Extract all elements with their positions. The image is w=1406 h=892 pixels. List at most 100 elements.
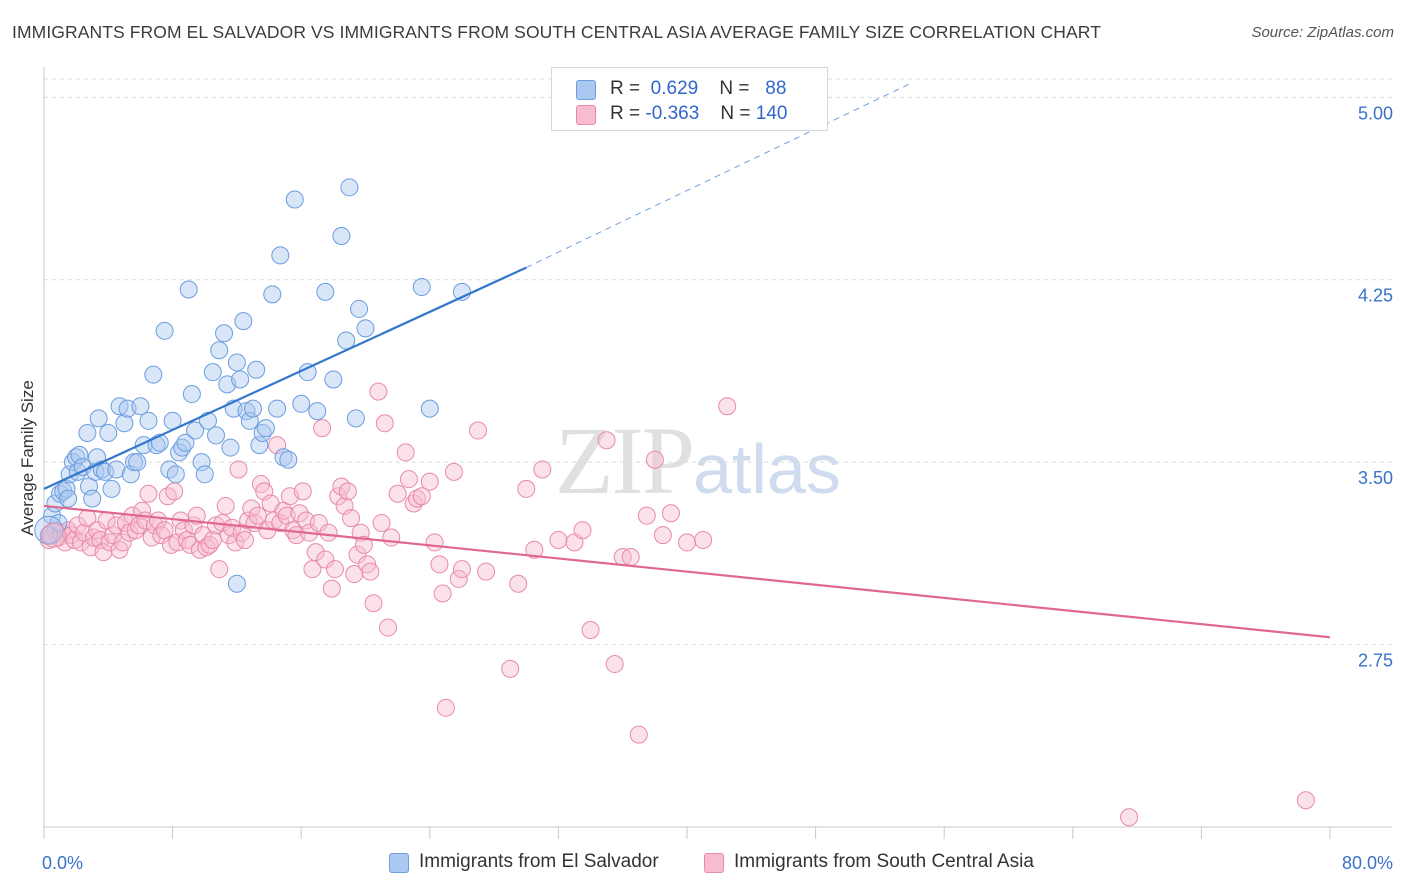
trend-lines (43, 82, 1331, 639)
point-south-central-asia (194, 526, 213, 545)
point-south-central-asia (248, 506, 267, 525)
point-south-central-asia (319, 523, 338, 542)
point-south-central-asia (407, 489, 426, 508)
point-el-salvador (128, 453, 147, 472)
point-el-salvador (350, 299, 369, 318)
y-tick-label: 4.25 (1358, 286, 1393, 306)
point-el-salvador (182, 385, 201, 404)
point-south-central-asia (338, 482, 357, 501)
point-south-central-asia (242, 499, 261, 518)
point-el-salvador (346, 409, 365, 428)
point-el-salvador (271, 246, 290, 265)
point-el-salvador (170, 443, 189, 462)
x-tick-label: 80.0% (1342, 853, 1393, 873)
legend-text-south-central-asia: R = -0.363 N = 140 (610, 103, 787, 125)
point-el-salvador (215, 324, 234, 343)
point-south-central-asia (113, 533, 132, 552)
bottom-legend-label-el-salvador: Immigrants from El Salvador (419, 851, 659, 872)
point-el-salvador (179, 280, 198, 299)
point-el-salvador (274, 448, 293, 467)
point-south-central-asia (306, 543, 325, 562)
point-south-central-asia (235, 530, 254, 549)
point-south-central-asia (533, 460, 552, 479)
point-south-central-asia (229, 460, 248, 479)
point-south-central-asia (388, 484, 407, 503)
point-south-central-asia (430, 555, 449, 574)
point-south-central-asia (605, 655, 624, 674)
point-south-central-asia (200, 535, 219, 554)
source-label: Source: ZipAtlas.com (1251, 24, 1394, 41)
point-south-central-asia (452, 560, 471, 579)
point-south-central-asia (678, 533, 696, 552)
point-south-central-asia (645, 450, 664, 469)
point-el-salvador (176, 433, 195, 452)
point-el-salvador (173, 438, 192, 457)
point-el-salvador (356, 319, 375, 338)
point-south-central-asia (309, 513, 328, 532)
point-el-salvador (210, 341, 229, 360)
point-south-central-asia (322, 579, 341, 598)
point-south-central-asia (348, 545, 367, 564)
y-axis-label: Average Family Size (18, 380, 37, 536)
point-south-central-asia (290, 504, 309, 523)
point-el-salvador (195, 465, 214, 484)
point-el-salvador (420, 399, 439, 418)
legend-swatch-south-central-asia (576, 105, 596, 125)
point-south-central-asia (165, 482, 184, 501)
point-south-central-asia (621, 548, 640, 567)
point-south-central-asia (449, 569, 468, 588)
x-tick-label: 0.0% (42, 853, 83, 873)
point-south-central-asia (1296, 791, 1315, 810)
legend-text-el-salvador: R = 0.629 N = 88 (610, 78, 786, 100)
point-el-salvador (78, 423, 97, 442)
point-south-central-asia (216, 496, 235, 515)
trend-line-south-central-asia (43, 504, 1331, 639)
legend-n-value: 140 (755, 103, 788, 124)
axes (43, 67, 1392, 839)
point-south-central-asia (718, 397, 737, 416)
point-el-salvador (253, 423, 272, 442)
point-south-central-asia (369, 382, 388, 401)
point-el-salvador (63, 453, 82, 472)
point-south-central-asia (316, 550, 335, 569)
point-el-salvador (250, 436, 269, 455)
trend-line-el-salvador-extension (526, 82, 913, 269)
point-south-central-asia (364, 594, 383, 613)
point-south-central-asia (509, 574, 528, 593)
point-el-salvador (99, 423, 118, 442)
point-south-central-asia (372, 513, 391, 532)
point-south-central-asia (345, 565, 364, 584)
point-south-central-asia (1120, 808, 1139, 827)
point-south-central-asia (361, 562, 380, 581)
point-el-salvador (102, 479, 121, 498)
point-el-salvador (332, 226, 351, 245)
legend-r-value: 0.629 (650, 78, 699, 99)
legend-n-label: N = (720, 103, 751, 124)
point-el-salvador (234, 312, 253, 331)
point-el-salvador (243, 399, 262, 418)
point-south-central-asia (433, 584, 452, 603)
point-south-central-asia (293, 482, 312, 501)
point-south-central-asia (396, 443, 415, 462)
point-south-central-asia (581, 620, 600, 639)
point-south-central-asia (152, 526, 171, 545)
point-south-central-asia (425, 533, 444, 552)
point-south-central-asia (637, 506, 656, 525)
point-south-central-asia (375, 414, 394, 433)
point-south-central-asia (203, 530, 222, 549)
legend-n-label: N = (719, 78, 750, 99)
correlation-legend: R = 0.629 N = 88 R = -0.363 N = 140 (551, 67, 828, 131)
point-south-central-asia (187, 506, 206, 525)
point-el-salvador (412, 278, 431, 297)
grid (44, 78, 1392, 646)
point-el-salvador (221, 438, 240, 457)
point-south-central-asia (477, 562, 496, 581)
legend-swatch-el-salvador (576, 80, 596, 100)
point-south-central-asia (549, 530, 568, 549)
bottom-legend-swatch-el-salvador (389, 853, 409, 873)
point-south-central-asia (436, 698, 455, 717)
data-points (34, 178, 1315, 827)
point-el-salvador (115, 414, 134, 433)
point-el-salvador (192, 453, 211, 472)
